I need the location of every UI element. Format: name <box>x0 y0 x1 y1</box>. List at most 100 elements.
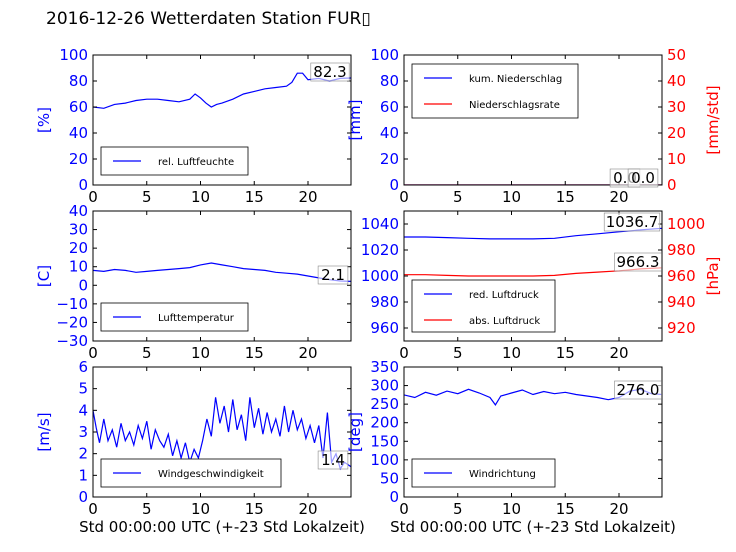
x-tick-label: 10 <box>502 500 521 518</box>
annotation-box <box>317 265 349 285</box>
y-axis-label: [m/s] <box>35 412 53 451</box>
y-tick-label: 20 <box>69 150 88 168</box>
legend-label: Windgeschwindigkeit <box>158 469 264 480</box>
y2-axis-label: [hPa] <box>704 257 722 296</box>
y2-tick-label: 960 <box>667 267 696 285</box>
y-tick-label: 20 <box>69 239 88 257</box>
y-tick-label: 80 <box>380 72 399 90</box>
x-axis-label: Std 00:00:00 UTC (+-23 Std Lokalzeit) <box>390 518 676 536</box>
y-tick-label: 60 <box>380 98 399 116</box>
y-tick-label: −30 <box>56 332 88 350</box>
x-tick-label: 0 <box>88 188 98 206</box>
y-tick-label: 50 <box>380 469 399 487</box>
legend-label: abs. Luftdruck <box>469 316 540 327</box>
legend-label: rel. Luftfeuchte <box>158 157 234 168</box>
x-tick-label: 10 <box>191 344 210 362</box>
annotation-value: 276.0 <box>617 381 660 399</box>
y-tick-label: 5 <box>78 380 88 398</box>
y-tick-label: 6 <box>78 358 88 376</box>
y-tick-label: 0 <box>78 276 88 294</box>
y-tick-label: 80 <box>69 72 88 90</box>
y-tick-label: −20 <box>56 313 88 331</box>
x-tick-label: 0 <box>88 344 98 362</box>
chart-panel-humidity: 0 5 10 15 20 0 20 40 60 80 100 [%] rel. Luftfeuchte 8… <box>35 46 352 206</box>
x-tick-label: 10 <box>191 500 210 518</box>
y2-tick-label: 40 <box>667 72 686 90</box>
plot-frame <box>92 54 352 186</box>
plot-frame <box>403 366 663 498</box>
x-tick-label: 20 <box>609 500 628 518</box>
y-tick-label: 0 <box>389 488 399 506</box>
legend-label: red. Luftdruck <box>469 290 539 301</box>
y-tick-label: 350 <box>370 358 399 376</box>
figure-title: 2016-12-26 Wetterdaten Station FUR▯ <box>46 9 371 29</box>
legend-label: Niederschlagsrate <box>469 100 560 111</box>
y2-tick-label: 980 <box>667 241 696 259</box>
y-tick-label: 4 <box>78 401 88 419</box>
annotation-box <box>627 168 659 188</box>
y2-tick-label: 50 <box>667 46 686 64</box>
annotation-value: 2.1 <box>321 266 345 284</box>
legend-label: kum. Niederschlag <box>469 74 562 85</box>
annotation-value: 1.4 <box>321 451 345 469</box>
y-axis-label: [deg] <box>346 412 364 452</box>
y-tick-label: 0 <box>389 176 399 194</box>
x-tick-label: 15 <box>556 188 575 206</box>
x-tick-label: 10 <box>502 344 521 362</box>
y-axis-label: [mm] <box>346 100 364 141</box>
y-tick-label: 1040 <box>361 215 399 233</box>
series-line-humidity-0 <box>93 72 351 109</box>
annotation-box <box>310 62 350 82</box>
annotation-box <box>614 380 662 400</box>
y-tick-label: 1 <box>78 466 88 484</box>
chart-panel-pressure: 0 5 10 15 20 960 980 1000 1020 1040 920 940 960 980 10… <box>361 210 722 362</box>
y-tick-label: 100 <box>370 46 399 64</box>
plot-frame <box>92 210 352 342</box>
y-tick-label: 0 <box>78 488 88 506</box>
y-tick-label: 200 <box>370 414 399 432</box>
annotation-value: 1036.7 <box>606 213 659 231</box>
x-tick-label: 0 <box>399 344 409 362</box>
legend-label: Windrichtung <box>469 469 536 480</box>
x-tick-label: 15 <box>556 344 575 362</box>
x-tick-label: 5 <box>142 500 152 518</box>
y-tick-label: 40 <box>69 202 88 220</box>
x-tick-label: 10 <box>191 188 210 206</box>
annotation-value: 82.3 <box>313 63 346 81</box>
y2-tick-label: 920 <box>667 319 696 337</box>
annotation-value: 966.3 <box>617 253 660 271</box>
y-tick-label: 1020 <box>361 241 399 259</box>
annotation-box <box>317 450 349 470</box>
y-tick-label: 40 <box>380 124 399 142</box>
x-tick-label: 20 <box>298 500 317 518</box>
y-axis-label: [C] <box>35 265 53 287</box>
chart-panel-precip: 0 5 10 15 20 0 20 40 60 80 100 0 10 20 30 40 50 [mm] [mm/s… <box>346 46 722 206</box>
series-line-pressure-0 <box>404 227 662 240</box>
y-tick-label: 150 <box>370 432 399 450</box>
y-tick-label: 250 <box>370 395 399 413</box>
x-tick-label: 20 <box>609 188 628 206</box>
y2-tick-label: 1000 <box>667 215 705 233</box>
y2-axis-label: [mm/std] <box>704 85 722 154</box>
y-tick-label: 100 <box>370 451 399 469</box>
series-line-temperature-0 <box>93 262 351 282</box>
x-tick-label: 15 <box>556 500 575 518</box>
x-axis-label: Std 00:00:00 UTC (+-23 Std Lokalzeit) <box>79 518 365 536</box>
x-tick-label: 20 <box>298 344 317 362</box>
annotation-value: 0.0 <box>631 169 655 187</box>
x-tick-label: 5 <box>142 188 152 206</box>
y2-tick-label: 10 <box>667 150 686 168</box>
legend-box <box>411 63 579 119</box>
plot-frame <box>403 54 663 186</box>
series-line-windspeed-0 <box>93 397 351 471</box>
y-tick-label: 10 <box>69 258 88 276</box>
x-tick-label: 0 <box>399 500 409 518</box>
annotation-box <box>603 212 661 232</box>
y-tick-label: 1000 <box>361 267 399 285</box>
y2-tick-label: 940 <box>667 293 696 311</box>
y2-tick-label: 20 <box>667 124 686 142</box>
x-tick-label: 15 <box>245 500 264 518</box>
x-tick-label: 20 <box>298 188 317 206</box>
